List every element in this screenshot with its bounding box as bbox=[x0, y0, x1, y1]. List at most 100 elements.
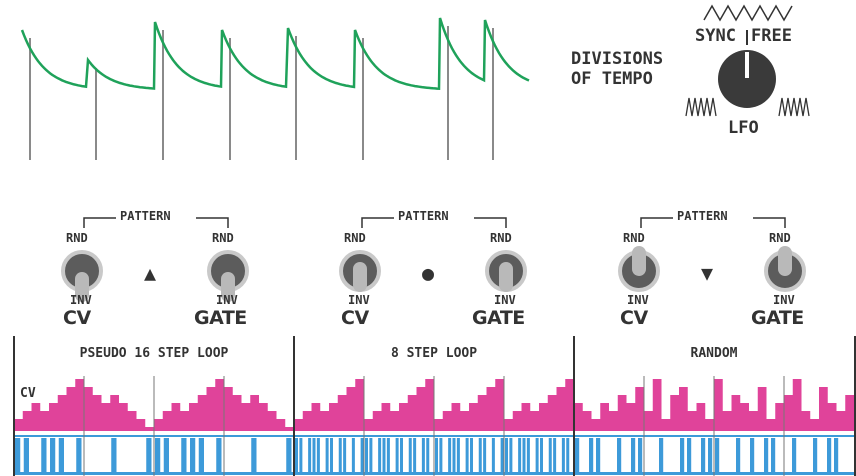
gate-pulse bbox=[439, 438, 443, 472]
cv-rnd-label: RND bbox=[623, 231, 645, 245]
gate-pulse bbox=[76, 438, 82, 472]
gate-pulse bbox=[589, 438, 594, 472]
gate-pulse bbox=[308, 438, 312, 472]
gate-pulse bbox=[400, 438, 403, 472]
cv-steps bbox=[504, 379, 574, 431]
gate-pulse bbox=[548, 438, 552, 472]
gate-inv-label: INV bbox=[494, 293, 516, 307]
gate-pulse bbox=[181, 438, 187, 472]
gate-pulse bbox=[535, 438, 539, 472]
gate-pulse bbox=[351, 438, 355, 472]
lfo-label: LFO bbox=[728, 118, 759, 138]
gate-baseline bbox=[14, 472, 856, 475]
gate-pattern-toggle[interactable] bbox=[764, 246, 806, 292]
cv-label: CV bbox=[63, 307, 91, 329]
gate-pulse bbox=[638, 438, 643, 472]
gate-pulse bbox=[413, 438, 417, 472]
gate-pulse bbox=[312, 438, 316, 472]
gate-pulse bbox=[505, 438, 508, 472]
gate-pulse bbox=[553, 438, 557, 472]
gate-pulse bbox=[596, 438, 601, 472]
gate-pulse bbox=[617, 438, 622, 472]
gate-pulse bbox=[750, 438, 755, 472]
gate-pulse bbox=[190, 438, 196, 472]
gate-pulse bbox=[701, 438, 706, 472]
cv-pattern-toggle[interactable] bbox=[339, 250, 381, 292]
fast-lfo-zigzag-icon bbox=[778, 97, 810, 117]
cv-steps bbox=[364, 379, 434, 431]
gate-pulse bbox=[526, 438, 530, 472]
gate-label: GATE bbox=[472, 307, 525, 329]
cv-pattern-toggle[interactable] bbox=[61, 250, 103, 302]
pattern-bracket bbox=[640, 217, 786, 228]
gate-pulse bbox=[378, 438, 382, 472]
pattern-label: PATTERN bbox=[677, 209, 728, 223]
cv-steps bbox=[434, 379, 504, 431]
gate-label: GATE bbox=[194, 307, 247, 329]
gate-pulse bbox=[792, 438, 797, 472]
gate-pulse bbox=[708, 438, 713, 472]
heading-line-1: DIVISIONS bbox=[571, 49, 664, 69]
gate-pulse bbox=[163, 438, 169, 472]
gate-pulse bbox=[509, 438, 513, 472]
gate-pulse bbox=[540, 438, 543, 472]
gate-pulse bbox=[715, 438, 720, 472]
heading-line-2: OF TEMPO bbox=[571, 69, 653, 89]
gate-pulse bbox=[286, 438, 292, 472]
gate-inv-label: INV bbox=[773, 293, 795, 307]
gate-pattern-toggle[interactable] bbox=[485, 250, 527, 292]
gate-pulse bbox=[382, 438, 386, 472]
gate-pulse bbox=[483, 438, 487, 472]
gate-pulse bbox=[456, 438, 460, 472]
gate-rnd-label: RND bbox=[490, 231, 512, 245]
cv-steps bbox=[294, 379, 364, 431]
gate-pulse bbox=[470, 438, 473, 472]
gate-pulse bbox=[50, 438, 56, 472]
gate-pulse bbox=[198, 438, 204, 472]
gate-pulse bbox=[338, 438, 342, 472]
gate-pulse bbox=[478, 438, 482, 472]
cv-inv-label: INV bbox=[627, 293, 649, 307]
gate-inv-label: INV bbox=[216, 293, 238, 307]
gate-pulse bbox=[369, 438, 373, 472]
gate-pulse bbox=[330, 438, 333, 472]
cv-label: CV bbox=[341, 307, 369, 329]
gate-pulse bbox=[575, 438, 580, 472]
gate-pulse bbox=[299, 438, 303, 472]
gate-pulse bbox=[827, 438, 832, 472]
section-title-pseudo16: PSEUDO 16 STEP LOOP bbox=[79, 346, 229, 361]
gate-pulse bbox=[491, 438, 495, 472]
gate-pulse bbox=[813, 438, 818, 472]
gate-pulse bbox=[426, 438, 430, 472]
gate-pattern-toggle[interactable] bbox=[207, 250, 249, 302]
pattern-label: PATTERN bbox=[120, 209, 171, 223]
section-title-8step: 8 STEP LOOP bbox=[390, 346, 478, 361]
cv-row-label: CV bbox=[20, 386, 36, 401]
gate-pulse bbox=[295, 438, 298, 472]
gate-pulse bbox=[631, 438, 636, 472]
gate-pulse bbox=[111, 438, 117, 472]
gate-pulse bbox=[216, 438, 222, 472]
gate-pulse bbox=[58, 438, 64, 472]
gate-pulse bbox=[518, 438, 522, 472]
slow-lfo-zigzag-icon bbox=[685, 97, 717, 117]
lfo-shapes bbox=[685, 4, 810, 117]
gate-pulse bbox=[408, 438, 412, 472]
sequence-chart bbox=[13, 336, 856, 476]
cv-pattern-toggle[interactable] bbox=[618, 246, 660, 292]
section-title-random: RANDOM bbox=[690, 346, 738, 361]
mode-knob bbox=[718, 50, 776, 108]
gate-pulse bbox=[522, 438, 526, 472]
gate-pulse bbox=[386, 438, 390, 472]
cv-rnd-label: RND bbox=[344, 231, 366, 245]
cv-label: CV bbox=[620, 307, 648, 329]
gate-pulse bbox=[680, 438, 685, 472]
gate-pulse bbox=[15, 438, 21, 472]
gate-top-line bbox=[14, 435, 856, 437]
gate-pulse bbox=[687, 438, 692, 472]
gate-label: GATE bbox=[751, 307, 804, 329]
cv-inv-label: INV bbox=[348, 293, 370, 307]
gate-pulse bbox=[421, 438, 425, 472]
gate-pulse bbox=[251, 438, 257, 472]
